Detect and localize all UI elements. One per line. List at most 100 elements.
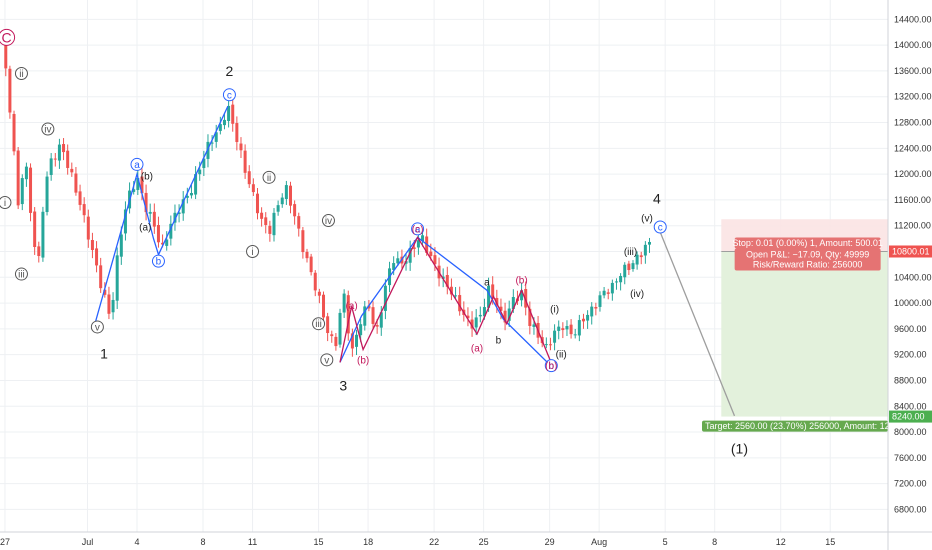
price-tick-label: 14400.00: [894, 14, 932, 24]
wave-label: (b): [141, 172, 153, 183]
candle-body: [379, 312, 383, 328]
candle-body: [24, 166, 28, 180]
target-price-tag-text: 8240.00: [892, 412, 925, 422]
candle-body: [123, 209, 127, 234]
candle-body: [152, 211, 156, 227]
candle-body: [218, 124, 222, 131]
candle-body: [264, 217, 268, 226]
time-tick-label: 5: [663, 537, 668, 547]
candle-body: [557, 326, 561, 331]
price-tick-label: 12800.00: [894, 118, 932, 128]
candle-body: [371, 307, 375, 324]
candle-body: [227, 105, 231, 122]
wave-label: iii: [315, 319, 322, 330]
wave-label: (c): [412, 224, 424, 235]
wave-label: (iii): [624, 247, 637, 258]
wave-label-ring: [653, 220, 667, 234]
candle-body: [482, 307, 486, 317]
candle-body: [416, 240, 420, 248]
wave-label: b: [496, 335, 502, 346]
candle-body: [239, 143, 243, 151]
candle-body: [305, 251, 309, 259]
wave-label: a: [134, 160, 140, 171]
candle-body: [569, 324, 573, 335]
candle-body: [322, 294, 326, 318]
wave-label: (b): [545, 361, 557, 372]
candle-body: [189, 192, 193, 196]
candle-body: [355, 334, 359, 347]
candle-body: [301, 230, 305, 253]
candle-body: [173, 212, 177, 223]
wave-label-ring: [14, 67, 28, 81]
wave-label: i: [251, 247, 253, 258]
candle-body: [70, 168, 74, 173]
wave-label: ii: [267, 173, 271, 184]
candle-body: [20, 178, 24, 205]
wave-label-ring: [14, 267, 28, 281]
wave-label: (ii): [556, 350, 567, 361]
wave-label: (i): [550, 304, 559, 315]
wave-label: iv: [325, 216, 332, 227]
candle-body: [408, 248, 412, 263]
candle-body: [359, 324, 363, 336]
candle-body: [194, 174, 198, 195]
price-tags: 10800.01 8240.00: [889, 245, 932, 423]
pnl-info-box: [734, 248, 881, 271]
candle-body: [429, 251, 433, 257]
time-tick-label: 22: [429, 537, 439, 547]
candle-body: [330, 334, 334, 337]
price-tick-label: 11200.00: [894, 221, 931, 231]
wave-label-ring: [130, 157, 144, 171]
risk-reward-text: Risk/Reward Ratio: 256000: [753, 259, 863, 269]
candle-body: [235, 123, 239, 143]
candle-body: [326, 316, 330, 334]
candle-body: [548, 344, 552, 346]
candle-body: [520, 290, 524, 301]
wave-label: (a): [139, 222, 151, 233]
candle-body: [231, 104, 235, 124]
candle-body: [334, 336, 338, 347]
candle-body: [602, 290, 606, 296]
wave-label-ring: [222, 88, 236, 102]
candle-body: [396, 258, 400, 264]
candle-body: [107, 294, 111, 314]
wave-label: (v): [641, 213, 653, 224]
wave-label: ii: [19, 69, 23, 80]
wave-line-red: [339, 235, 552, 364]
candle-body: [260, 212, 264, 219]
wave-label-ring: [90, 320, 104, 334]
position-tool[interactable]: Stop: 0.01 (0.00%) 1, Amount: 500.01Open…: [702, 237, 910, 432]
candle-body: [610, 282, 614, 294]
time-tick-label: 12: [776, 537, 786, 547]
candle-body: [586, 314, 590, 321]
candle-body: [293, 204, 297, 217]
candle-body: [627, 263, 631, 271]
candle-body: [66, 150, 70, 168]
candle-body: [202, 158, 206, 168]
candle-body: [350, 333, 354, 349]
wave-label-ring: [41, 122, 55, 136]
candle-body: [594, 307, 598, 309]
wave-label: b: [156, 257, 162, 268]
candle-body: [206, 141, 210, 159]
candle-body: [161, 242, 165, 245]
candle-body: [507, 308, 511, 321]
candle-body: [276, 205, 280, 212]
candle-body: [8, 68, 12, 113]
price-tick-label: 13600.00: [894, 66, 932, 76]
stop-info-box: [734, 237, 881, 249]
wave-label: (a): [345, 301, 357, 312]
candle-body: [111, 299, 115, 313]
candle-body: [421, 235, 425, 242]
candle-body: [635, 254, 639, 265]
candle-body: [458, 295, 462, 312]
price-tick-label: 7200.00: [894, 479, 927, 489]
candle-body: [198, 169, 202, 175]
candle-body: [297, 216, 301, 229]
candle-body: [78, 191, 82, 205]
candle-body: [487, 285, 491, 308]
wave-label: c: [227, 90, 232, 101]
candle-body: [156, 225, 160, 243]
